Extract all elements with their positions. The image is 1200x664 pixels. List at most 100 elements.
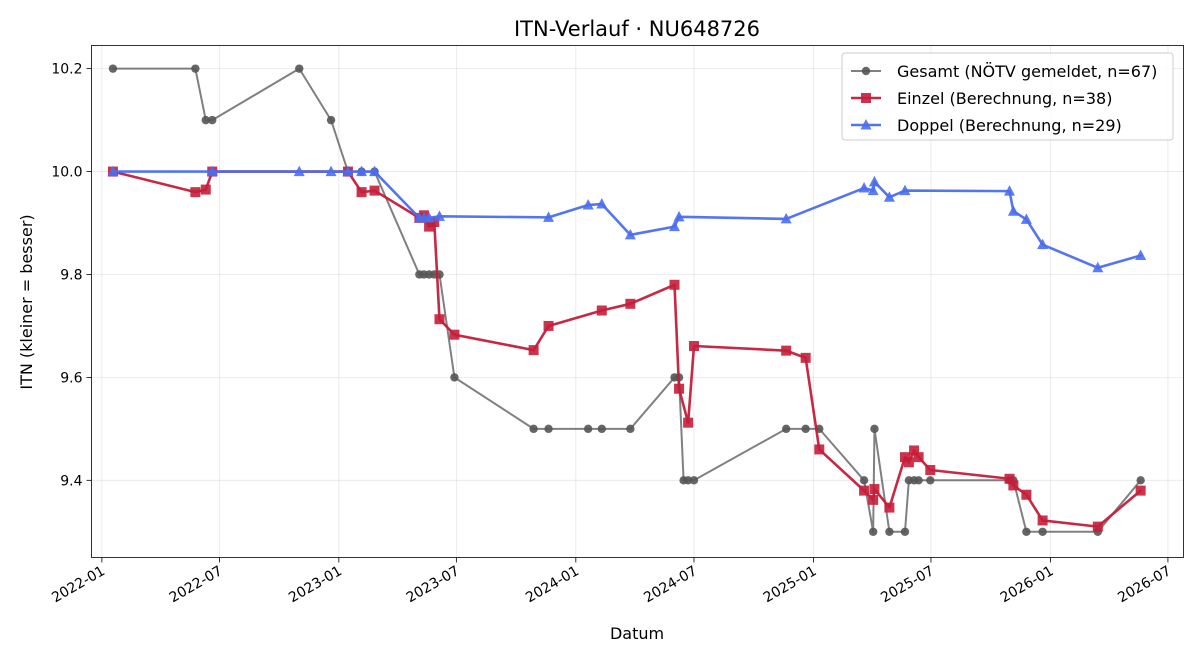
y-axis-label: ITN (kleiner = besser) xyxy=(17,214,36,389)
data-point xyxy=(356,187,367,198)
legend-label: Einzel (Berechnung, n=38) xyxy=(897,89,1112,108)
data-point xyxy=(900,527,910,536)
data-point xyxy=(107,165,119,177)
data-point xyxy=(200,184,211,195)
data-point xyxy=(1038,527,1047,536)
data-point xyxy=(356,165,368,177)
data-point xyxy=(582,199,594,210)
data-point xyxy=(669,220,681,232)
data-point xyxy=(925,465,936,476)
x-tick-label: 2023-01 xyxy=(286,563,345,606)
data-point xyxy=(1004,473,1015,484)
data-point xyxy=(688,341,699,352)
data-point xyxy=(625,298,636,309)
data-point xyxy=(1135,485,1146,496)
data-point xyxy=(1037,238,1049,250)
data-point xyxy=(1020,213,1032,224)
data-point xyxy=(108,64,118,73)
data-point xyxy=(450,373,459,382)
data-point xyxy=(868,527,878,536)
data-point xyxy=(781,424,791,434)
legend: Gesamt (NÖTV gemeldet, n=67) Einzel (Bere… xyxy=(841,52,1174,141)
x-tick-label: 2025-01 xyxy=(761,563,820,606)
x-axis: 2022-01 2022-07 2023-01 2023-07 2024-01 2024-… xyxy=(49,557,1174,606)
data-point xyxy=(424,221,435,232)
data-point xyxy=(868,494,879,505)
data-point xyxy=(201,115,210,125)
legend-label: Gesamt (NÖTV gemeldet, n=67) xyxy=(897,62,1157,81)
x-tick-label: 2024-01 xyxy=(523,563,582,606)
data-point xyxy=(899,184,911,196)
data-point xyxy=(814,444,825,455)
data-point xyxy=(909,445,920,456)
data-point xyxy=(1136,476,1145,485)
data-point xyxy=(867,184,879,196)
data-point xyxy=(859,485,870,496)
data-point xyxy=(673,210,685,222)
data-point xyxy=(191,64,200,73)
data-point xyxy=(1022,527,1031,536)
data-point xyxy=(780,212,792,224)
data-point xyxy=(543,211,555,222)
y-tick-label: 10.0 xyxy=(51,165,82,181)
data-point xyxy=(433,210,445,221)
data-point xyxy=(858,182,870,193)
data-point xyxy=(926,476,935,485)
data-point xyxy=(1008,480,1019,491)
legend-marker xyxy=(860,119,872,130)
y-axis: 9.4 9.6 9.8 10.0 10.2 xyxy=(51,62,92,489)
x-tick-label: 2022-01 xyxy=(49,563,108,606)
data-point xyxy=(449,329,460,340)
data-point xyxy=(1004,185,1016,196)
y-tick-label: 9.4 xyxy=(60,473,82,489)
data-point xyxy=(683,476,693,485)
x-tick-label: 2025-07 xyxy=(878,563,937,606)
legend-marker xyxy=(861,66,871,76)
data-point xyxy=(423,211,435,223)
data-point xyxy=(884,502,895,513)
data-point xyxy=(369,185,380,196)
data-point xyxy=(1007,205,1019,216)
data-point xyxy=(859,476,869,485)
x-tick-label: 2026-01 xyxy=(998,563,1057,606)
data-point xyxy=(596,197,608,209)
data-point xyxy=(369,165,381,177)
data-point xyxy=(1021,489,1032,500)
data-point xyxy=(190,187,201,198)
data-point xyxy=(342,165,354,177)
data-point xyxy=(325,165,337,177)
data-point xyxy=(626,424,635,434)
data-point xyxy=(801,424,810,434)
data-point xyxy=(583,424,593,434)
data-point xyxy=(293,165,305,177)
y-tick-label: 9.6 xyxy=(60,370,82,386)
data-point xyxy=(1135,249,1147,260)
data-point xyxy=(800,352,811,363)
y-tick-label: 10.2 xyxy=(51,62,82,78)
series-layer xyxy=(107,64,1147,536)
legend-label: Doppel (Berechnung, n=29) xyxy=(897,116,1122,135)
legend-item: Einzel (Berechnung, n=38) xyxy=(851,89,1112,108)
data-point xyxy=(295,64,304,73)
data-point xyxy=(326,115,336,125)
data-point xyxy=(669,279,680,290)
data-point xyxy=(903,457,914,468)
y-tick-label: 9.8 xyxy=(60,267,82,283)
data-point xyxy=(781,345,792,356)
x-tick-label: 2024-07 xyxy=(641,563,700,606)
legend-item: Doppel (Berechnung, n=29) xyxy=(851,116,1122,135)
legend-box xyxy=(841,52,1174,141)
data-point xyxy=(544,424,553,434)
data-point xyxy=(543,320,554,331)
plot-frame xyxy=(91,45,1184,558)
data-point xyxy=(1092,521,1103,532)
chart-title: ITN-Verlauf · NU648726 xyxy=(514,17,760,41)
x-axis-label: Datum xyxy=(610,624,664,643)
series-triangle xyxy=(107,165,1147,273)
x-tick-label: 2026-07 xyxy=(1115,563,1174,606)
series-square xyxy=(107,166,1146,532)
data-point xyxy=(869,484,880,495)
x-tick-label: 2023-07 xyxy=(404,563,463,606)
data-point xyxy=(1037,515,1048,526)
